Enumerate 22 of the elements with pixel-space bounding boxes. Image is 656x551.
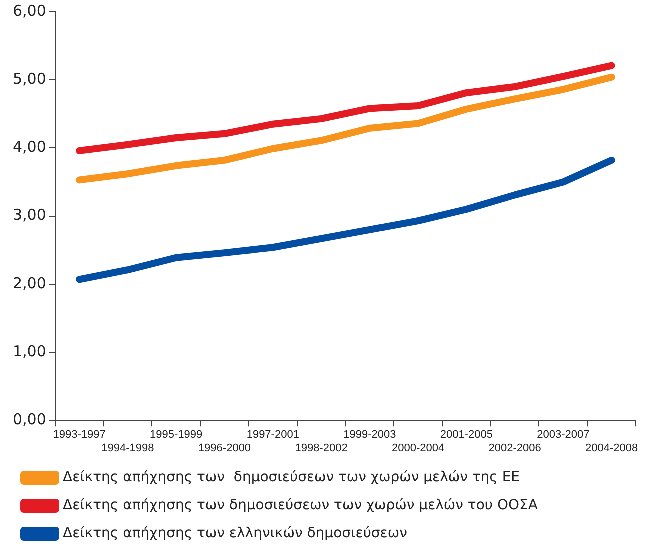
x-tick-label: 2002-2006 [488,442,542,454]
x-tick-label: 1994-1998 [102,442,154,454]
x-tick-label: 1993-1997 [53,429,106,442]
x-tick-label: 2000-2004 [392,442,445,454]
y-tick-label: 0,00 [12,410,46,428]
x-tick-label: 1996-2000 [198,442,252,454]
x-tick-label: 1998-2002 [295,442,348,454]
y-tick-label: 4,00 [12,138,46,156]
y-tick-label: 2,00 [12,274,46,292]
y-tick-label: 5,00 [12,70,46,88]
x-tick-label: 2003-2007 [537,429,590,442]
legend-label: Δείκτης απήχησης των ελληνικών δημοσιεύσεων [63,526,408,542]
x-tick-label: 2004-2008 [586,442,638,454]
y-tick-label: 6,00 [12,2,46,20]
x-tick-label: 1995-1999 [150,429,203,442]
x-tick-label: 2001-2005 [440,429,493,442]
x-tick-label: 1997-2001 [246,429,300,442]
x-tick-label: 1999-2003 [344,429,396,442]
y-tick-label: 1,00 [12,342,46,360]
y-tick-label: 3,00 [12,206,46,224]
legend-label: Δείκτης απήχησης των δημοσιεύσεων των χωρών μελών του ΟΟΣΑ [63,498,538,514]
legend-label: Δείκτης απήχησης των δημοσιεύσεων των χωρών μελών της ΕΕ [63,470,520,486]
